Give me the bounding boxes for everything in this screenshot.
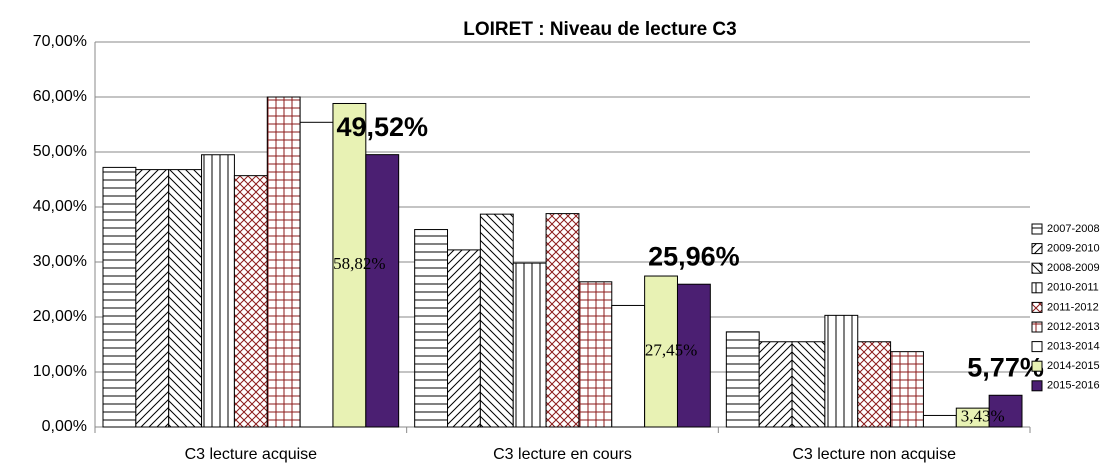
data-label: 27,45% (645, 340, 697, 359)
bar (988, 394, 1023, 428)
data-label: 25,96% (648, 241, 740, 271)
legend-swatch (1031, 223, 1043, 235)
data-label: 5,77% (967, 352, 1044, 382)
bar (365, 154, 400, 428)
legend-label: 2010-2011 (1047, 282, 1099, 294)
data-label: 49,52% (336, 112, 428, 142)
bar (299, 121, 334, 428)
legend-label: 2009-2010 (1047, 243, 1100, 255)
bar (266, 96, 301, 428)
bar (758, 341, 793, 428)
bar (611, 304, 646, 428)
legend-swatch (1031, 321, 1043, 333)
y-tick-label: 50,00% (33, 143, 87, 160)
bar (512, 262, 547, 428)
data-label: 58,82% (333, 254, 385, 273)
bar (545, 213, 580, 428)
legend-label: 2015-2016 (1047, 380, 1100, 392)
bar (479, 213, 514, 428)
y-tick-label: 0,00% (42, 418, 87, 435)
y-tick-label: 20,00% (33, 308, 87, 325)
x-tick-label: C3 lecture en cours (493, 446, 632, 463)
legend-swatch (1031, 243, 1043, 255)
y-tick-label: 40,00% (33, 198, 87, 215)
x-tick-label: C3 lecture acquise (185, 446, 318, 463)
legend-swatch (1031, 341, 1043, 353)
bar (201, 154, 235, 428)
legend-label: 2014-2015 (1047, 360, 1100, 372)
bar (824, 314, 859, 428)
legend-swatch (1031, 282, 1043, 294)
y-tick-label: 60,00% (33, 88, 87, 105)
bar (857, 341, 892, 428)
data-label: 3,43% (961, 406, 1005, 425)
legend-swatch (1031, 380, 1043, 392)
legend-label: 2012-2013 (1047, 321, 1100, 333)
bar (447, 249, 481, 428)
chart-title: LOIRET : Niveau de lecture C3 (463, 19, 736, 40)
bar (414, 229, 449, 428)
bar (922, 414, 957, 428)
bar (791, 341, 826, 428)
legend-swatch (1031, 262, 1043, 274)
legend-swatch (1031, 360, 1043, 372)
bar (725, 331, 760, 428)
bar (135, 169, 170, 428)
legend-swatch (1031, 301, 1043, 313)
y-tick-label: 10,00% (33, 363, 87, 380)
legend-label: 2007-2008 (1047, 223, 1100, 235)
x-tick-label: C3 lecture non acquise (792, 446, 956, 463)
y-tick-label: 30,00% (33, 253, 87, 270)
bar (890, 351, 924, 428)
legend-label: 2011-2012 (1047, 301, 1099, 313)
y-tick-label: 70,00% (33, 33, 87, 50)
legend-label: 2008-2009 (1047, 262, 1100, 274)
bar (102, 166, 137, 428)
bar (676, 283, 711, 428)
bar (233, 175, 268, 428)
bar (578, 281, 613, 428)
legend-label: 2013-2014 (1047, 341, 1100, 353)
bar (168, 169, 203, 428)
